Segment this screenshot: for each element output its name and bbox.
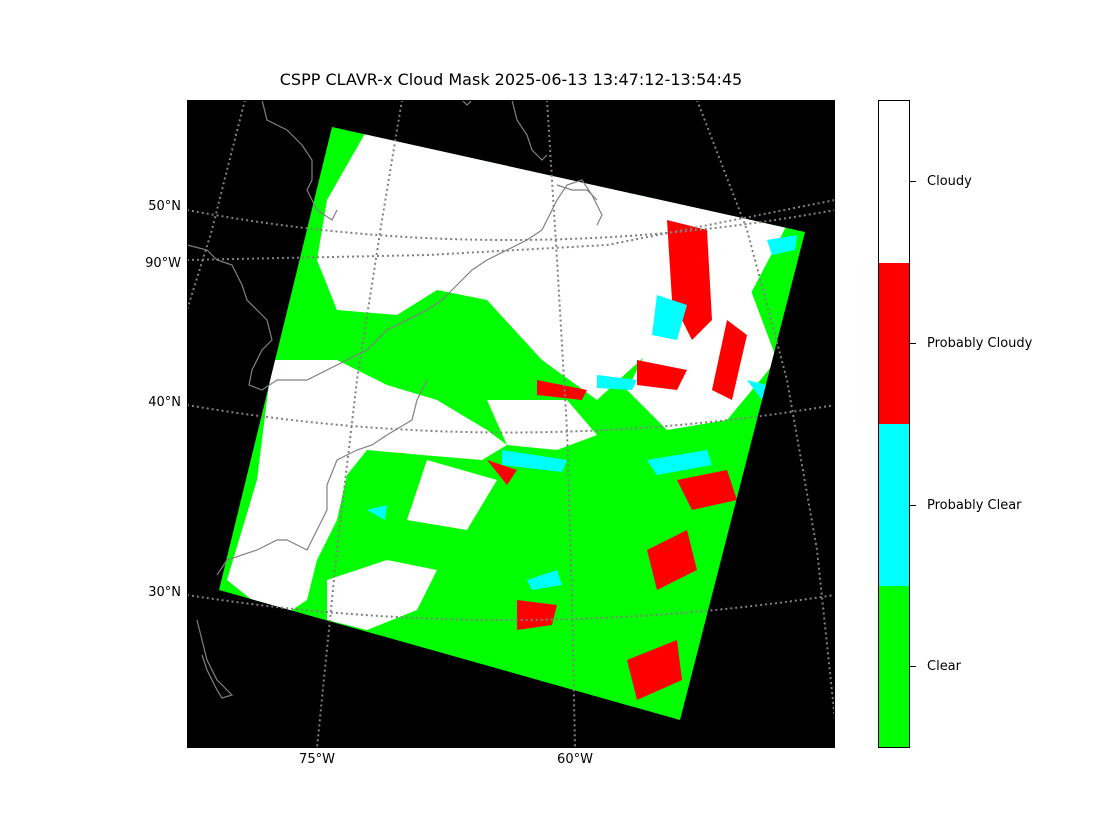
probably-clear-region <box>367 505 387 520</box>
lon-label-90w: 90°W <box>145 256 181 271</box>
probably-cloudy-region <box>637 360 687 390</box>
colorbar-tick <box>910 181 916 182</box>
colorbar-segment-probably-cloudy <box>879 263 909 424</box>
graticule <box>187 100 835 748</box>
map-frame <box>187 100 835 748</box>
colorbar-tick <box>910 343 916 344</box>
probably-cloudy-region <box>712 320 747 400</box>
probably-clear-region <box>767 235 797 255</box>
lat-label-40n: 40°N <box>148 395 181 410</box>
lat-label-30n: 30°N <box>148 585 181 600</box>
probably-clear-region <box>597 375 637 390</box>
cloudy-region <box>487 400 597 450</box>
probably-cloudy-region <box>517 600 557 630</box>
colorbar <box>878 100 910 748</box>
coastline <box>187 100 603 699</box>
cloudy-region <box>407 460 497 530</box>
probably-clear-region <box>652 295 687 340</box>
lon-label-75w: 75°W <box>299 752 335 767</box>
colorbar-segment-clear <box>879 586 909 747</box>
colorbar-label-clear: Clear <box>927 659 961 674</box>
probably-clear-region <box>502 450 567 472</box>
colorbar-segment-cloudy <box>879 101 909 263</box>
probably-clear-region <box>647 450 712 475</box>
colorbar-label-probably-clear: Probably Clear <box>927 498 1022 513</box>
probably-clear-region <box>747 380 767 400</box>
probably-clear-region <box>527 570 562 590</box>
colorbar-tick <box>910 505 916 506</box>
probably-cloudy-region <box>487 460 517 485</box>
satellite-swath <box>219 127 805 720</box>
map-title: CSPP CLAVR-x Cloud Mask 2025-06-13 13:47… <box>279 70 743 89</box>
colorbar-segment-probably-clear <box>879 424 909 586</box>
probably-cloudy-region <box>627 640 682 700</box>
cloudy-region <box>327 560 437 630</box>
lat-label-50n: 50°N <box>148 199 181 214</box>
probably-cloudy-region <box>677 470 737 510</box>
colorbar-label-probably-cloudy: Probably Cloudy <box>927 336 1033 351</box>
colorbar-tick <box>910 666 916 667</box>
probably-cloudy-region <box>537 380 587 400</box>
cloudy-region <box>227 360 507 620</box>
probably-cloudy-region <box>647 530 697 590</box>
cloud-mask-map <box>187 100 835 748</box>
colorbar-label-cloudy: Cloudy <box>927 174 972 189</box>
lon-label-60w: 60°W <box>557 752 593 767</box>
